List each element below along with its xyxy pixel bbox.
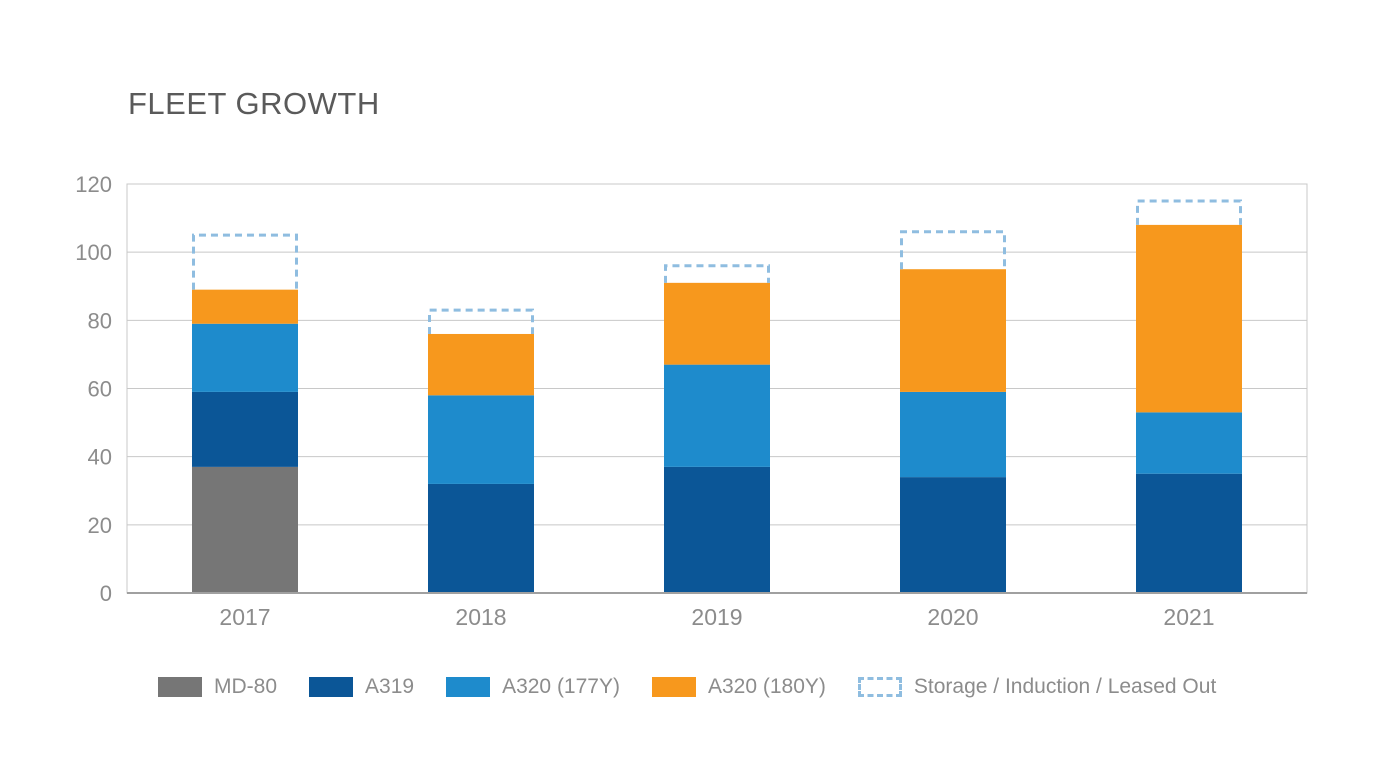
y-tick-label: 60 (88, 377, 112, 402)
legend-swatch-storage (857, 677, 902, 697)
legend-swatch-md-80 (158, 677, 202, 697)
legend-swatch-a320-180y (651, 677, 696, 697)
bar-a320-180y-2017[interactable] (192, 289, 298, 324)
axis-layer: 0 20 40 60 80 100 120 2017 2018 2019 2020 2021 (75, 172, 1307, 630)
bar-a320-180y-2021[interactable] (1136, 224, 1242, 413)
x-tick-label-2019: 2019 (691, 604, 742, 630)
y-tick-label: 40 (88, 445, 112, 470)
legend-item-a320-180y[interactable]: A320 (180Y) (651, 675, 826, 699)
bar-outline-storage-2017[interactable] (192, 233, 298, 290)
legend: MD-80 A319 A320 (177Y) A320 (180Y) Stora… (158, 672, 1216, 702)
bar-outline-storage-2021[interactable] (1136, 199, 1242, 225)
legend-label-a320-180y: A320 (180Y) (707, 675, 826, 698)
legend-label-a319: A319 (365, 675, 415, 698)
y-tick-label: 0 (100, 581, 112, 606)
bar-outline-storage-2020[interactable] (900, 230, 1006, 270)
legend-label-md-80: MD-80 (214, 675, 278, 698)
legend-label-storage: Storage / Induction / Leased Out (913, 675, 1217, 698)
bar-md-80-2017[interactable] (192, 466, 298, 593)
bar-a320-177y-2017[interactable] (192, 323, 298, 392)
bar-a320-177y-2019[interactable] (664, 364, 770, 467)
bar-a320-180y-2019[interactable] (664, 282, 770, 365)
y-tick-label: 20 (88, 513, 112, 538)
chart-title: FLEET GROWTH (128, 86, 380, 121)
bar-a319-2020[interactable] (900, 477, 1006, 593)
legend-item-md-80[interactable]: MD-80 (158, 675, 277, 699)
bars-layer (192, 199, 1242, 593)
bar-a319-2017[interactable] (192, 391, 298, 467)
legend-item-a319[interactable]: A319 (309, 675, 414, 699)
bar-a320-177y-2018[interactable] (428, 395, 534, 484)
bar-a319-2019[interactable] (664, 466, 770, 593)
legend-item-storage[interactable]: Storage / Induction / Leased Out (857, 675, 1217, 699)
y-tick-label: 80 (88, 308, 112, 333)
bar-a320-177y-2020[interactable] (900, 391, 1006, 478)
legend-item-a320-177y[interactable]: A320 (177Y) (446, 675, 620, 699)
x-tick-label-2020: 2020 (927, 604, 978, 630)
y-tick-label: 120 (75, 172, 112, 197)
y-tick-label: 100 (75, 240, 112, 265)
x-tick-label-2018: 2018 (455, 604, 506, 630)
x-tick-label-2017: 2017 (219, 604, 270, 630)
legend-swatch-a319 (309, 677, 354, 697)
bar-a319-2021[interactable] (1136, 473, 1242, 593)
bar-a320-180y-2018[interactable] (428, 333, 534, 396)
bar-outline-storage-2018[interactable] (428, 308, 534, 334)
bar-outline-storage-2019[interactable] (664, 264, 770, 283)
bar-a319-2018[interactable] (428, 483, 534, 593)
bar-a320-180y-2020[interactable] (900, 269, 1006, 392)
x-tick-label-2021: 2021 (1163, 604, 1214, 630)
legend-label-a320-177y: A320 (177Y) (502, 675, 620, 698)
bar-a320-177y-2021[interactable] (1136, 412, 1242, 474)
legend-swatch-a320-177y (446, 677, 491, 697)
